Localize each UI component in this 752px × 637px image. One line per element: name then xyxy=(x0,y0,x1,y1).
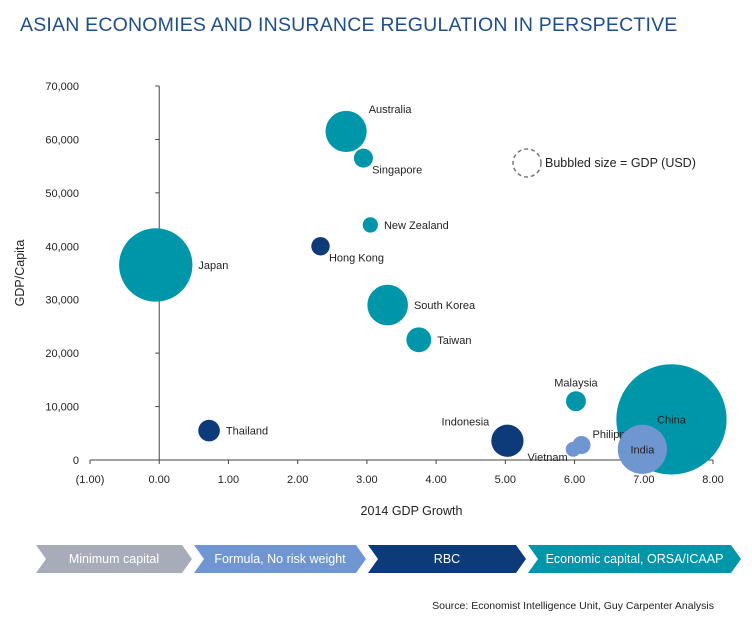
y-axis-title: GDP/Capita xyxy=(13,240,27,307)
x-tick-label: 3.00 xyxy=(356,474,377,486)
bubble-label-thailand: Thailand xyxy=(226,426,268,438)
y-tick-label: 50,000 xyxy=(45,188,79,200)
bubble-singapore xyxy=(353,148,373,168)
size-legend-circle xyxy=(512,148,542,178)
chart-title: ASIAN ECONOMIES AND INSURANCE REGULATION… xyxy=(20,14,678,36)
bubble-label-hong-kong: Hong Kong xyxy=(329,252,384,264)
bubble-australia xyxy=(325,110,367,153)
bubble-label-new-zealand: New Zealand xyxy=(384,220,449,232)
stage-label-economic-capital: Economic capital, ORSA/ICAAP xyxy=(545,552,724,566)
stage-label-minimum-capital: Minimum capital xyxy=(68,552,160,566)
bubble-taiwan xyxy=(406,327,432,353)
bubble-label-malaysia: Malaysia xyxy=(554,377,598,389)
bubble-hong-kong xyxy=(311,237,330,256)
x-tick-label: 7.00 xyxy=(633,474,654,486)
bubble-indonesia xyxy=(491,424,524,457)
x-axis-title: 2014 GDP Growth xyxy=(361,504,463,518)
y-tick-label: 10,000 xyxy=(45,402,79,414)
y-tick-label: 30,000 xyxy=(45,295,79,307)
bubble-south-korea xyxy=(367,284,408,326)
bubble-label-vietnam: Vietnam xyxy=(528,452,568,464)
stage-label-formula: Formula, No risk weight xyxy=(214,552,346,566)
x-tick-label: (1.00) xyxy=(76,474,105,486)
y-tick-label: 60,000 xyxy=(45,134,79,146)
y-tick-label: 40,000 xyxy=(45,241,79,253)
bubble-label-australia: Australia xyxy=(369,104,413,116)
bubble-label-indonesia: Indonesia xyxy=(442,417,491,429)
bubble-label-china: China xyxy=(657,414,687,426)
bubble-vietnam xyxy=(565,441,581,457)
bubble-malaysia xyxy=(565,391,586,412)
bubble-india xyxy=(617,424,667,474)
size-legend-text: Bubbled size = GDP (USD) xyxy=(545,156,696,170)
source-note: Source: Economist Intelligence Unit, Guy… xyxy=(432,600,714,612)
stage-arrow-economic-capital-orsa-icaap xyxy=(528,545,741,573)
x-tick-label: 1.00 xyxy=(218,474,239,486)
x-tick-label: 6.00 xyxy=(564,474,585,486)
y-tick-label: 70,000 xyxy=(45,81,79,93)
x-tick-label: 8.00 xyxy=(702,474,723,486)
bubble-label-singapore: Singapore xyxy=(372,165,422,177)
bubble-new-zealand xyxy=(362,217,378,233)
bubble-japan xyxy=(119,228,193,302)
bubble-label-south-korea: South Korea xyxy=(414,300,476,312)
x-tick-label: 5.00 xyxy=(495,474,516,486)
bubble-label-japan: Japan xyxy=(198,260,228,272)
x-tick-label: 2.00 xyxy=(287,474,308,486)
bubble-thailand xyxy=(198,419,220,442)
stage-arrow-rbc xyxy=(368,545,526,573)
x-tick-label: 0.00 xyxy=(149,474,170,486)
stage-arrow-formula-no-risk-weight xyxy=(194,545,366,573)
bubble-label-taiwan: Taiwan xyxy=(437,335,471,347)
y-tick-label: 20,000 xyxy=(45,348,79,360)
y-tick-label: 0 xyxy=(73,455,79,467)
bubble-label-india: India xyxy=(630,444,655,456)
x-tick-label: 4.00 xyxy=(425,474,446,486)
stage-label-rbc: RBC xyxy=(433,552,461,566)
stage-arrow-minimum-capital xyxy=(36,545,192,573)
